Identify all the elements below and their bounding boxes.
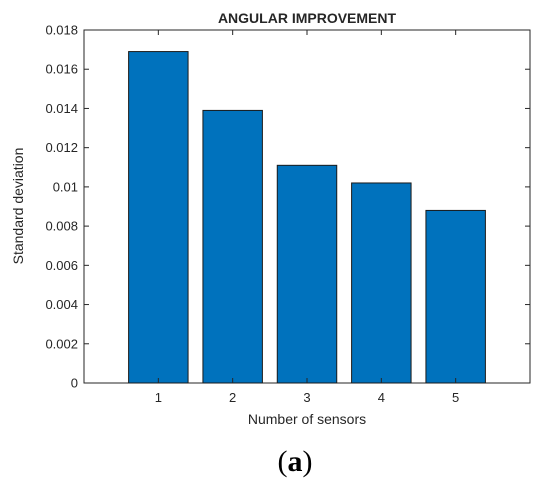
y-axis-label: Standard deviation bbox=[10, 148, 26, 265]
y-tick-label: 0.014 bbox=[45, 101, 78, 116]
plot-area: 0 0.002 0.004 0.006 0.008 0.01 0.012 0.014 0.016… bbox=[45, 23, 531, 405]
y-tick-label: 0.004 bbox=[45, 297, 78, 312]
chart-title: ANGULAR IMPROVEMENT bbox=[218, 10, 397, 26]
x-tick-label: 1 bbox=[155, 390, 162, 405]
y-tick-label: 0 bbox=[71, 376, 78, 391]
y-tick-label: 0.008 bbox=[45, 219, 78, 234]
x-tick-label: 2 bbox=[229, 390, 236, 405]
bar-1 bbox=[128, 51, 189, 384]
y-tick-label: 0.002 bbox=[45, 336, 78, 351]
caption-close-paren: ) bbox=[303, 445, 313, 478]
caption-letter: a bbox=[288, 445, 303, 478]
y-tick-label: 0.018 bbox=[45, 23, 78, 38]
panel-caption: (a) bbox=[278, 445, 313, 478]
x-axis-label: Number of sensors bbox=[248, 411, 366, 427]
y-tick-label: 0.01 bbox=[53, 179, 78, 194]
x-tick-label: 4 bbox=[378, 390, 385, 405]
caption-open-paren: ( bbox=[278, 445, 288, 478]
bar-4 bbox=[351, 182, 412, 384]
y-tick-label: 0.006 bbox=[45, 258, 78, 273]
x-axis-ticks: 1 2 3 4 5 bbox=[155, 30, 459, 405]
y-axis-ticks: 0 0.002 0.004 0.006 0.008 0.01 0.012 0.014 0.016… bbox=[45, 23, 530, 391]
bars-group bbox=[128, 51, 486, 384]
y-tick-label: 0.012 bbox=[45, 140, 78, 155]
x-tick-label: 3 bbox=[303, 390, 310, 405]
bar-2 bbox=[202, 109, 263, 384]
y-tick-label: 0.016 bbox=[45, 62, 78, 77]
bar-3 bbox=[276, 164, 338, 384]
x-tick-label: 5 bbox=[452, 390, 459, 405]
bar-5 bbox=[425, 209, 486, 384]
